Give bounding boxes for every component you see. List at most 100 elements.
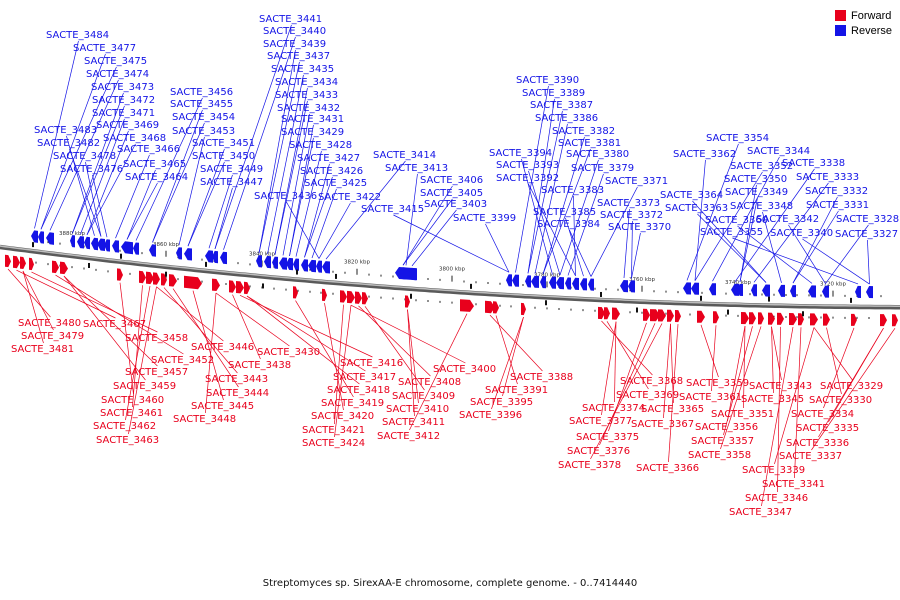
label-connector (31, 271, 158, 333)
label-connector (304, 163, 330, 258)
reverse-gene-arrow (70, 235, 75, 248)
forward-gene-label: SACTE_3336 (786, 438, 849, 449)
reverse-gene-arrow (264, 255, 271, 269)
gene-marker (335, 273, 337, 279)
label-connector (409, 313, 468, 431)
reverse-gene-label: SACTE_3344 (747, 146, 810, 157)
reverse-gene-label: SACTE_3437 (267, 51, 330, 62)
label-connector (393, 214, 510, 273)
forward-gene-label: SACTE_3424 (302, 438, 365, 449)
reverse-gene-label: SACTE_3393 (496, 160, 559, 171)
forward-gene-label: SACTE_3341 (762, 479, 825, 490)
reverse-gene-arrow (316, 260, 322, 273)
forward-gene-label: SACTE_3358 (688, 450, 751, 461)
reverse-gene-label: SACTE_3360 (705, 215, 768, 226)
label-connector (668, 324, 679, 463)
label-connector (686, 143, 739, 281)
label-connector (825, 224, 869, 284)
reverse-gene-arrow (691, 282, 699, 295)
reverse-gene-arrow (531, 275, 539, 288)
label-connector (515, 85, 549, 273)
forward-gene-label: SACTE_3368 (620, 376, 683, 387)
forward-gene-arrow (604, 307, 610, 320)
label-connector (753, 182, 829, 283)
gene-labels: SACTE_3484 SACTE_3477 SACTE_3475 SACTE_3474… (11, 14, 899, 518)
tick-label: 3840 kbp (249, 251, 275, 257)
label-connector (601, 320, 653, 376)
legend-reverse: Reverse (835, 23, 892, 38)
label-connector (590, 186, 638, 277)
forward-gene-label: SACTE_3409 (392, 391, 455, 402)
label-connector (72, 92, 124, 234)
reverse-gene-label: SACTE_3405 (420, 188, 483, 199)
label-connector (34, 40, 79, 229)
label-connector (49, 79, 119, 231)
label-connector (569, 229, 592, 277)
forward-gene-label: SACTE_3334 (791, 409, 854, 420)
gene-marker (600, 291, 602, 297)
label-connector (402, 185, 453, 266)
reverse-gene-label: SACTE_3431 (281, 114, 344, 125)
forward-gene-label: SACTE_3444 (206, 388, 269, 399)
reverse-gene-arrow (506, 274, 512, 287)
tick-label: 3860 kbp (153, 242, 179, 248)
forward-gene-arrow (153, 272, 160, 285)
reverse-gene-arrow (790, 285, 796, 298)
forward-gene-label: SACTE_3480 (18, 318, 81, 329)
forward-gene-label: SACTE_3345 (741, 394, 804, 405)
reverse-gene-arrow (38, 231, 44, 244)
forward-gene-arrow (493, 301, 499, 314)
forward-gene-arrow (29, 257, 34, 271)
forward-gene-arrow (768, 312, 775, 325)
reverse-gene-label: SACTE_3383 (541, 185, 604, 196)
label-connector (258, 61, 300, 254)
label-connector (289, 124, 314, 257)
reverse-gene-label: SACTE_3380 (566, 149, 629, 160)
reverse-gene-arrow (205, 250, 213, 263)
tick-label: 3820 kbp (344, 260, 370, 266)
forward-gene-arrow (810, 313, 818, 326)
forward-gene-label: SACTE_3460 (101, 395, 164, 406)
reverse-gene-label: SACTE_3390 (516, 75, 579, 86)
gene-marker (470, 283, 472, 289)
forward-gene-arrow (892, 314, 898, 327)
reverse-gene-label: SACTE_3483 (34, 125, 97, 136)
forward-gene-arrow (322, 288, 327, 302)
forward-gene-arrow (236, 281, 244, 294)
chromosome-backbone-group (0, 244, 900, 310)
label-connector (128, 286, 157, 435)
label-connector (614, 321, 617, 403)
reverse-gene-arrow (525, 275, 531, 288)
reverse-gene-arrow (293, 258, 299, 271)
reverse-gene-arrow (778, 284, 785, 297)
forward-gene-label: SACTE_3377 (569, 416, 632, 427)
forward-gene-label: SACTE_3462 (93, 421, 156, 432)
reverse-gene-label: SACTE_3471 (92, 108, 155, 119)
label-connector (692, 200, 767, 283)
label-connector (670, 323, 674, 404)
reverse-gene-arrow (31, 230, 38, 243)
forward-gene-label: SACTE_3410 (386, 404, 449, 415)
forward-gene-label: SACTE_3419 (321, 398, 384, 409)
reverse-gene-label: SACTE_3384 (537, 219, 600, 230)
forward-gene-label: SACTE_3388 (510, 372, 573, 383)
label-connector (311, 188, 337, 259)
label-connector (623, 208, 630, 279)
forward-gene-label: SACTE_3356 (695, 422, 758, 433)
gene-marker (32, 242, 34, 248)
label-connector (126, 169, 156, 240)
reverse-gene-arrow (308, 259, 316, 273)
reverse-gene-arrow (808, 285, 816, 298)
forward-gene-arrow (244, 281, 250, 295)
label-connector (22, 270, 44, 344)
forward-gene-label: SACTE_3463 (96, 435, 159, 446)
reverse-gene-arrow (588, 278, 594, 291)
tick-label: 3740 kbp (725, 280, 751, 286)
label-connector (694, 159, 706, 281)
reverse-gene-arrow (133, 242, 139, 255)
tick-label: 3780 kbp (534, 272, 560, 278)
reverse-gene-label: SACTE_3427 (297, 153, 360, 164)
label-connector (737, 225, 813, 284)
reverse-gene-label: SACTE_3433 (275, 90, 338, 101)
forward-gene-label: SACTE_3461 (100, 408, 163, 419)
